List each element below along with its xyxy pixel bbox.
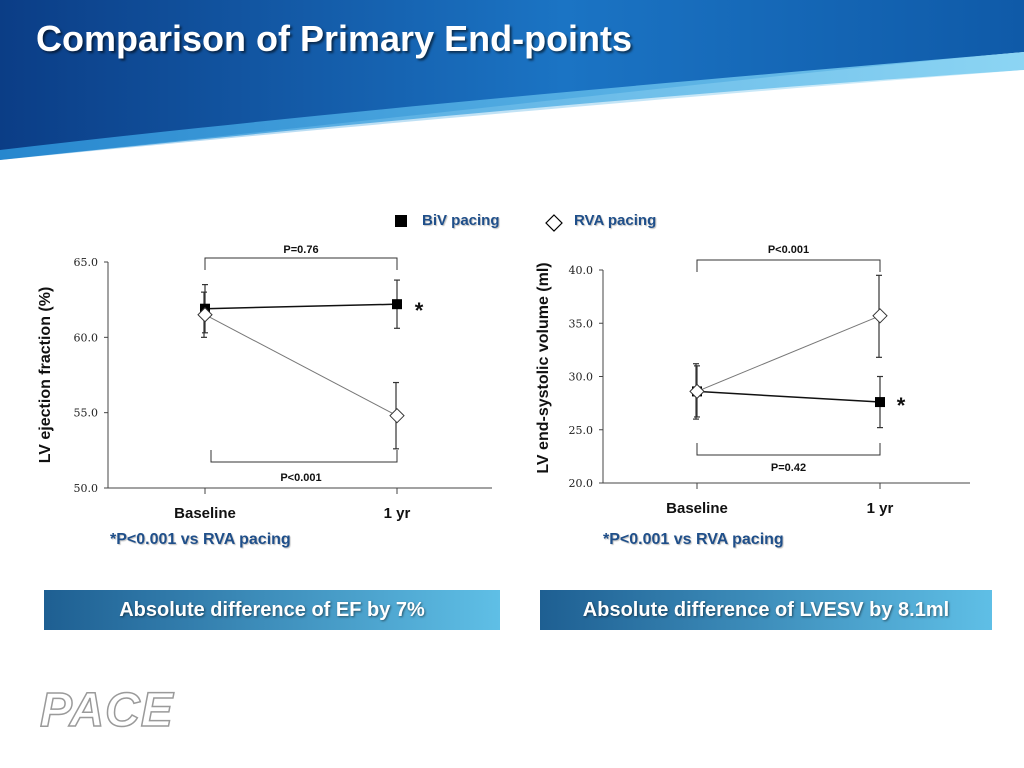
chart2-bottom-bracket — [696, 443, 881, 456]
note-left: *P<0.001 vs RVA pacing — [110, 531, 291, 548]
chart1-significance-star: * — [415, 298, 424, 323]
chart2-series-line-biv — [696, 390, 881, 403]
chart1-series-line-biv — [204, 303, 398, 310]
slide-header — [0, 0, 1024, 160]
chart1-bottom-bracket — [210, 450, 398, 463]
chart1-top-bracket — [204, 257, 398, 270]
legend-label-biv: BiV pacing — [422, 212, 500, 229]
chart2-y-tick-label: 25.0 — [569, 424, 594, 437]
banner-left: Absolute difference of EF by 7% — [44, 590, 500, 630]
chart2-y-tick-label: 40.0 — [569, 264, 594, 277]
banner-right: Absolute difference of LVESV by 8.1ml — [540, 590, 992, 630]
chart2-y-axis-label: LV end-systolic volume (ml) — [535, 262, 552, 473]
chart1-x-tick-label: 1 yr — [384, 505, 411, 522]
chart1-series-line-rva — [204, 314, 398, 417]
chart2-series-line-rva — [696, 315, 881, 392]
chart2-point-biv — [692, 386, 702, 397]
chart1-point-biv — [392, 299, 402, 310]
chart2-top-bracket-label: P<0.001 — [768, 244, 809, 256]
pace-logo: PACE — [39, 683, 174, 738]
chart1-point-rva — [197, 307, 213, 323]
chart2-significance-star: * — [897, 393, 906, 418]
chart1-y-tick-label: 65.0 — [74, 256, 99, 269]
legend-label-rva: RVA pacing — [574, 212, 657, 229]
chart2-point-rva — [872, 308, 888, 324]
chart2-point-biv — [875, 397, 885, 408]
chart1-point-rva — [389, 407, 405, 424]
chart1-top-bracket-label: P=0.76 — [283, 244, 318, 256]
chart2-y-tick-label: 30.0 — [569, 371, 594, 384]
chart2-top-bracket — [696, 259, 881, 272]
legend-marker-rva — [545, 214, 563, 232]
chart1-y-tick-label: 55.0 — [74, 407, 99, 420]
chart2-x-tick-label: 1 yr — [867, 500, 894, 517]
chart1-x-tick-label: Baseline — [174, 505, 236, 522]
slide-title: Comparison of Primary End-points — [36, 18, 633, 59]
chart1-y-tick-label: 50.0 — [74, 482, 99, 495]
chart1-y-tick-label: 60.0 — [74, 331, 99, 344]
chart2-y-tick-label: 35.0 — [569, 317, 594, 330]
legend-marker-biv — [395, 215, 407, 227]
chart2-x-tick-label: Baseline — [666, 500, 728, 517]
pace-logo-text: PACE — [39, 683, 174, 738]
note-right: *P<0.001 vs RVA pacing — [603, 531, 784, 548]
chart2-point-rva — [689, 383, 705, 400]
chart1-point-biv — [200, 303, 210, 314]
chart1-y-axis-label: LV ejection fraction (%) — [37, 287, 54, 464]
chart2-bottom-bracket-label: P=0.42 — [771, 462, 806, 474]
chart2-y-tick-label: 20.0 — [569, 477, 594, 490]
chart1-bottom-bracket-label: P<0.001 — [280, 472, 321, 484]
